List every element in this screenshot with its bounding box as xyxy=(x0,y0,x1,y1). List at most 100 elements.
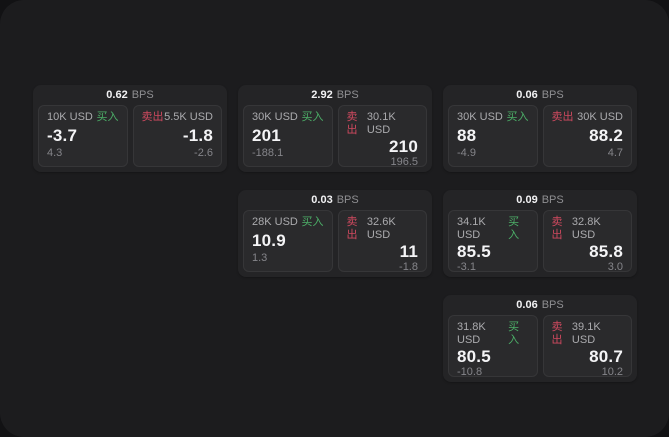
sell-delta: 10.2 xyxy=(601,366,623,378)
sell-price: 88.2 xyxy=(589,126,623,145)
bps-value: 0.62 xyxy=(106,89,128,101)
price-tile-card: 0.06 BPS 30K USD 买入 88 -4.9 卖出 30K USD xyxy=(443,85,637,172)
card-body: 28K USD 买入 10.9 1.3 卖出 32.6K USD 11 -1.8 xyxy=(243,210,427,273)
bps-unit-label: BPS xyxy=(541,299,564,311)
sell-panel[interactable]: 卖出 30.1K USD 210 196.5 xyxy=(337,105,427,168)
buy-side-label: 买入 xyxy=(506,111,529,123)
buy-delta: -4.9 xyxy=(457,147,476,159)
sell-side-label: 卖出 xyxy=(346,111,358,136)
buy-panel[interactable]: 28K USD 买入 10.9 1.3 xyxy=(243,210,333,272)
buy-panel[interactable]: 34.1K USD 买入 85.5 -3.1 xyxy=(448,210,538,273)
buy-panel[interactable]: 31.8K USD 买入 80.5 -10.8 xyxy=(448,315,538,378)
sell-panel[interactable]: 卖出 32.6K USD 11 -1.8 xyxy=(337,210,427,273)
buy-price: 88 xyxy=(457,126,477,145)
buy-delta: -10.8 xyxy=(457,366,483,378)
sell-top-row: 卖出 39.1K USD xyxy=(552,321,624,347)
buy-price: 85.5 xyxy=(457,242,491,261)
buy-price: 80.5 xyxy=(457,347,491,366)
sell-side-label: 卖出 xyxy=(551,216,563,241)
sell-top-row: 卖出 30K USD xyxy=(552,111,624,124)
sell-price: 11 xyxy=(399,242,418,261)
buy-amount: 30K USD xyxy=(457,111,503,123)
sell-price: -1.8 xyxy=(182,126,213,145)
buy-price: -3.7 xyxy=(47,126,78,145)
buy-top-row: 30K USD 买入 xyxy=(457,111,529,124)
buy-side-label: 买入 xyxy=(301,111,324,123)
sell-side-label: 卖出 xyxy=(551,321,563,346)
buy-delta: 1.3 xyxy=(252,252,268,264)
buy-top-row: 30K USD 买入 xyxy=(252,111,324,124)
buy-delta: -3.1 xyxy=(457,261,476,273)
bps-unit-label: BPS xyxy=(336,89,359,101)
sell-amount: 32.8K USD xyxy=(571,216,601,241)
sell-side-label: 卖出 xyxy=(346,216,358,241)
sell-side-label: 卖出 xyxy=(551,111,574,123)
price-tile-card: 0.06 BPS 31.8K USD 买入 80.5 -10.8 卖出 39.1… xyxy=(443,295,637,382)
bps-value: 2.92 xyxy=(311,89,333,101)
buy-top-row: 34.1K USD 买入 xyxy=(457,216,529,242)
sell-amount: 39.1K USD xyxy=(571,321,601,346)
buy-panel[interactable]: 30K USD 买入 201 -188.1 xyxy=(243,105,333,167)
buy-panel[interactable]: 30K USD 买入 88 -4.9 xyxy=(448,105,538,167)
sell-panel[interactable]: 卖出 5.5K USD -1.8 -2.6 xyxy=(132,105,222,167)
buy-price: 10.9 xyxy=(252,231,286,250)
card-body: 30K USD 买入 201 -188.1 卖出 30.1K USD 210 1… xyxy=(243,105,427,168)
sell-delta: -2.6 xyxy=(194,147,213,159)
sell-top-row: 卖出 32.8K USD xyxy=(552,216,624,242)
buy-panel[interactable]: 10K USD 买入 -3.7 4.3 xyxy=(38,105,128,167)
buy-top-row: 31.8K USD 买入 xyxy=(457,321,529,347)
buy-top-row: 28K USD 买入 xyxy=(252,216,324,229)
buy-amount: 28K USD xyxy=(252,216,298,228)
buy-amount: 30K USD xyxy=(252,111,298,123)
buy-amount: 10K USD xyxy=(47,111,93,123)
sell-amount: 32.6K USD xyxy=(366,216,396,241)
sell-delta: -1.8 xyxy=(399,261,418,273)
sell-delta: 4.7 xyxy=(607,147,623,159)
price-tiles-grid: 0.62 BPS 10K USD 买入 -3.7 4.3 卖出 5.5K USD xyxy=(33,85,637,382)
buy-top-row: 10K USD 买入 xyxy=(47,111,119,124)
card-body: 30K USD 买入 88 -4.9 卖出 30K USD 88.2 4.7 xyxy=(448,105,632,167)
buy-side-label: 买入 xyxy=(508,321,520,346)
bps-header: 2.92 BPS xyxy=(238,85,432,105)
card-body: 31.8K USD 买入 80.5 -10.8 卖出 39.1K USD 80.… xyxy=(448,315,632,378)
sell-panel[interactable]: 卖出 32.8K USD 85.8 3.0 xyxy=(542,210,632,273)
buy-side-label: 买入 xyxy=(508,216,520,241)
sell-top-row: 卖出 5.5K USD xyxy=(142,111,214,124)
bps-header: 0.06 BPS xyxy=(443,85,637,105)
sell-delta: 3.0 xyxy=(607,261,623,273)
sell-top-row: 卖出 30.1K USD xyxy=(347,111,419,137)
price-tile-card: 0.03 BPS 28K USD 买入 10.9 1.3 卖出 32.6K US… xyxy=(238,190,432,277)
bps-header: 0.09 BPS xyxy=(443,190,637,210)
buy-amount: 31.8K USD xyxy=(457,321,486,346)
bps-unit-label: BPS xyxy=(131,89,154,101)
bps-value: 0.09 xyxy=(516,194,538,206)
buy-side-label: 买入 xyxy=(96,111,119,123)
sell-price: 85.8 xyxy=(589,242,623,261)
sell-panel[interactable]: 卖出 30K USD 88.2 4.7 xyxy=(542,105,632,167)
sell-price: 80.7 xyxy=(589,347,623,366)
bps-header: 0.62 BPS xyxy=(33,85,227,105)
price-tile-card: 2.92 BPS 30K USD 买入 201 -188.1 卖出 30.1K … xyxy=(238,85,432,172)
sell-delta: 196.5 xyxy=(390,156,418,168)
bps-unit-label: BPS xyxy=(541,89,564,101)
sell-side-label: 卖出 xyxy=(141,111,164,123)
buy-delta: 4.3 xyxy=(47,147,63,159)
bps-header: 0.06 BPS xyxy=(443,295,637,315)
bps-value: 0.06 xyxy=(516,89,538,101)
buy-amount: 34.1K USD xyxy=(457,216,486,241)
price-tile-card: 0.62 BPS 10K USD 买入 -3.7 4.3 卖出 5.5K USD xyxy=(33,85,227,172)
sell-panel[interactable]: 卖出 39.1K USD 80.7 10.2 xyxy=(542,315,632,378)
price-tile-card: 0.09 BPS 34.1K USD 买入 85.5 -3.1 卖出 32.8K… xyxy=(443,190,637,277)
sell-amount: 30.1K USD xyxy=(366,111,396,136)
sell-price: 210 xyxy=(389,137,418,156)
card-body: 34.1K USD 买入 85.5 -3.1 卖出 32.8K USD 85.8… xyxy=(448,210,632,273)
bps-value: 0.06 xyxy=(516,299,538,311)
bps-header: 0.03 BPS xyxy=(238,190,432,210)
sell-amount: 5.5K USD xyxy=(164,111,213,123)
bps-unit-label: BPS xyxy=(336,194,359,206)
sell-top-row: 卖出 32.6K USD xyxy=(347,216,419,242)
card-body: 10K USD 买入 -3.7 4.3 卖出 5.5K USD -1.8 -2.… xyxy=(38,105,222,167)
buy-price: 201 xyxy=(252,126,281,145)
buy-delta: -188.1 xyxy=(252,147,284,159)
